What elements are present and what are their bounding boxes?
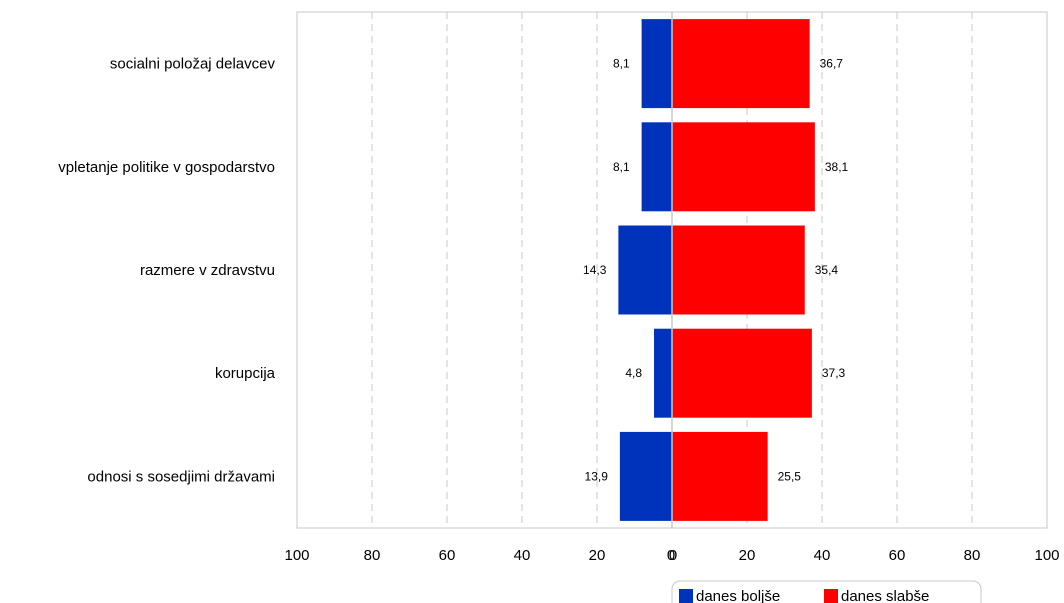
bar-danes-bolje bbox=[618, 226, 672, 315]
x-tick-label: 80 bbox=[964, 547, 981, 564]
category-label: razmere v zdravstvu bbox=[140, 262, 275, 279]
x-tick-label: 20 bbox=[589, 547, 606, 564]
data-label: 13,9 bbox=[585, 469, 609, 483]
x-tick-label: 0 bbox=[669, 547, 677, 564]
x-tick-label: 100 bbox=[1034, 547, 1059, 564]
data-label: 25,5 bbox=[778, 469, 802, 483]
legend-swatch-bolje bbox=[679, 589, 693, 603]
x-tick-label: 60 bbox=[439, 547, 456, 564]
bar-danes-slabse bbox=[672, 226, 805, 315]
category-label: socialni položaj delavcev bbox=[110, 56, 276, 73]
x-tick-label: 20 bbox=[739, 547, 756, 564]
x-tick-label: 80 bbox=[364, 547, 381, 564]
bar-danes-bolje bbox=[620, 432, 672, 521]
data-label: 14,3 bbox=[583, 263, 607, 277]
x-tick-label: 40 bbox=[514, 547, 531, 564]
data-label: 37,3 bbox=[822, 366, 846, 380]
legend-label: danes slabše bbox=[841, 588, 929, 603]
bar-danes-slabse bbox=[672, 432, 768, 521]
bar-danes-bolje bbox=[642, 122, 672, 211]
bar-danes-bolje bbox=[642, 19, 672, 108]
data-label: 38,1 bbox=[825, 160, 849, 174]
bar-danes-slabse bbox=[672, 19, 810, 108]
legend-label: danes boljše bbox=[696, 588, 780, 603]
data-label: 35,4 bbox=[815, 263, 839, 277]
data-label: 36,7 bbox=[820, 57, 844, 71]
category-label: vpletanje politike v gospodarstvo bbox=[58, 159, 275, 176]
x-tick-label: 60 bbox=[889, 547, 906, 564]
x-tick-label: 40 bbox=[814, 547, 831, 564]
bar-danes-bolje bbox=[654, 329, 672, 418]
data-label: 4,8 bbox=[625, 366, 642, 380]
category-label: odnosi s sosedjimi državami bbox=[87, 468, 275, 485]
data-label: 8,1 bbox=[613, 160, 630, 174]
data-label: 8,1 bbox=[613, 57, 630, 71]
legend-swatch-slabse bbox=[824, 589, 838, 603]
bar-danes-slabse bbox=[672, 329, 812, 418]
category-label: korupcija bbox=[215, 365, 276, 382]
x-tick-label: 100 bbox=[284, 547, 309, 564]
bar-danes-slabse bbox=[672, 122, 815, 211]
